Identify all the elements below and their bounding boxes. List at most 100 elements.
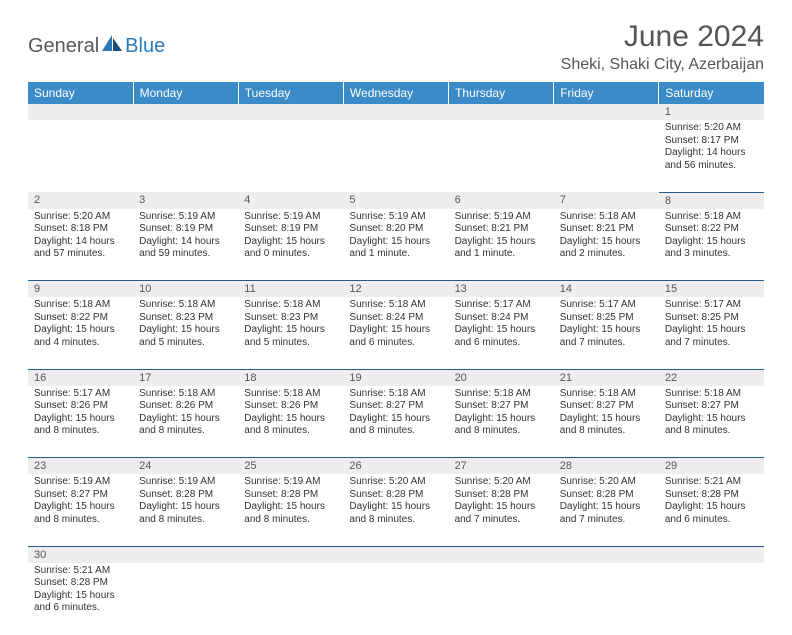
daylight-text: Daylight: 15 hours and 8 minutes. (560, 413, 653, 438)
daylight-text: Daylight: 15 hours and 8 minutes. (244, 413, 337, 438)
day-number-cell: 23 (28, 458, 133, 475)
day-content-cell: Sunrise: 5:18 AMSunset: 8:27 PMDaylight:… (449, 386, 554, 458)
day-content-cell (133, 120, 238, 192)
day-number-cell: 17 (133, 369, 238, 386)
day-content-cell (133, 563, 238, 635)
day-content-cell: Sunrise: 5:18 AMSunset: 8:21 PMDaylight:… (554, 209, 659, 281)
sunset-text: Sunset: 8:28 PM (139, 489, 232, 502)
sunrise-text: Sunrise: 5:20 AM (34, 211, 127, 224)
day-content-cell (343, 563, 448, 635)
day-content-cell: Sunrise: 5:17 AMSunset: 8:26 PMDaylight:… (28, 386, 133, 458)
daylight-text: Daylight: 15 hours and 7 minutes. (665, 324, 758, 349)
sunset-text: Sunset: 8:27 PM (34, 489, 127, 502)
day-number-cell: 19 (343, 369, 448, 386)
day-number-row: 9101112131415 (28, 281, 764, 298)
day-content-cell: Sunrise: 5:17 AMSunset: 8:25 PMDaylight:… (659, 297, 764, 369)
day-content-row: Sunrise: 5:20 AMSunset: 8:17 PMDaylight:… (28, 120, 764, 192)
location-text: Sheki, Shaki City, Azerbaijan (561, 56, 764, 74)
sunrise-text: Sunrise: 5:18 AM (139, 388, 232, 401)
day-content-cell: Sunrise: 5:18 AMSunset: 8:22 PMDaylight:… (28, 297, 133, 369)
sunrise-text: Sunrise: 5:18 AM (244, 299, 337, 312)
sunset-text: Sunset: 8:24 PM (349, 312, 442, 325)
sunrise-text: Sunrise: 5:17 AM (455, 299, 548, 312)
daylight-text: Daylight: 15 hours and 6 minutes. (34, 590, 127, 615)
day-content-row: Sunrise: 5:17 AMSunset: 8:26 PMDaylight:… (28, 386, 764, 458)
day-number-cell: 12 (343, 281, 448, 298)
sunrise-text: Sunrise: 5:19 AM (244, 211, 337, 224)
day-number-cell: 9 (28, 281, 133, 298)
daylight-text: Daylight: 15 hours and 8 minutes. (349, 501, 442, 526)
sunset-text: Sunset: 8:18 PM (34, 223, 127, 236)
day-content-cell (238, 120, 343, 192)
sunset-text: Sunset: 8:19 PM (244, 223, 337, 236)
day-number-cell: 7 (554, 192, 659, 209)
day-content-cell: Sunrise: 5:20 AMSunset: 8:28 PMDaylight:… (343, 474, 448, 546)
day-number-cell: 25 (238, 458, 343, 475)
day-number-cell: 11 (238, 281, 343, 298)
day-number-cell (343, 104, 448, 120)
day-content-cell: Sunrise: 5:18 AMSunset: 8:23 PMDaylight:… (133, 297, 238, 369)
day-number-row: 1 (28, 104, 764, 120)
weekday-header: Friday (554, 82, 659, 104)
day-content-cell: Sunrise: 5:21 AMSunset: 8:28 PMDaylight:… (28, 563, 133, 635)
sunset-text: Sunset: 8:26 PM (139, 400, 232, 413)
day-content-row: Sunrise: 5:20 AMSunset: 8:18 PMDaylight:… (28, 209, 764, 281)
day-content-cell: Sunrise: 5:18 AMSunset: 8:27 PMDaylight:… (554, 386, 659, 458)
sunrise-text: Sunrise: 5:19 AM (34, 476, 127, 489)
day-content-cell: Sunrise: 5:20 AMSunset: 8:18 PMDaylight:… (28, 209, 133, 281)
sunrise-text: Sunrise: 5:20 AM (665, 122, 758, 135)
day-number-cell (133, 546, 238, 563)
day-content-cell: Sunrise: 5:20 AMSunset: 8:28 PMDaylight:… (554, 474, 659, 546)
sunset-text: Sunset: 8:17 PM (665, 135, 758, 148)
day-number-cell: 13 (449, 281, 554, 298)
sunrise-text: Sunrise: 5:18 AM (244, 388, 337, 401)
daylight-text: Daylight: 15 hours and 1 minute. (349, 236, 442, 261)
sunrise-text: Sunrise: 5:19 AM (455, 211, 548, 224)
daylight-text: Daylight: 15 hours and 7 minutes. (455, 501, 548, 526)
day-number-cell (343, 546, 448, 563)
daylight-text: Daylight: 14 hours and 57 minutes. (34, 236, 127, 261)
sunset-text: Sunset: 8:28 PM (349, 489, 442, 502)
day-content-row: Sunrise: 5:21 AMSunset: 8:28 PMDaylight:… (28, 563, 764, 635)
sunrise-text: Sunrise: 5:20 AM (455, 476, 548, 489)
day-content-cell (238, 563, 343, 635)
day-number-cell: 6 (449, 192, 554, 209)
day-number-cell: 14 (554, 281, 659, 298)
daylight-text: Daylight: 15 hours and 8 minutes. (139, 501, 232, 526)
daylight-text: Daylight: 15 hours and 2 minutes. (560, 236, 653, 261)
day-number-row: 23242526272829 (28, 458, 764, 475)
sunrise-text: Sunrise: 5:18 AM (560, 211, 653, 224)
month-title: June 2024 (561, 20, 764, 54)
daylight-text: Daylight: 15 hours and 8 minutes. (34, 413, 127, 438)
day-content-cell: Sunrise: 5:19 AMSunset: 8:28 PMDaylight:… (238, 474, 343, 546)
day-content-cell: Sunrise: 5:18 AMSunset: 8:22 PMDaylight:… (659, 209, 764, 281)
day-number-cell (28, 104, 133, 120)
day-number-cell: 26 (343, 458, 448, 475)
day-content-cell: Sunrise: 5:18 AMSunset: 8:23 PMDaylight:… (238, 297, 343, 369)
sunrise-text: Sunrise: 5:18 AM (349, 388, 442, 401)
brand-part2: Blue (125, 35, 165, 58)
day-content-cell (659, 563, 764, 635)
sunrise-text: Sunrise: 5:18 AM (455, 388, 548, 401)
day-number-cell: 20 (449, 369, 554, 386)
day-content-row: Sunrise: 5:19 AMSunset: 8:27 PMDaylight:… (28, 474, 764, 546)
sunrise-text: Sunrise: 5:20 AM (349, 476, 442, 489)
daylight-text: Daylight: 15 hours and 0 minutes. (244, 236, 337, 261)
daylight-text: Daylight: 15 hours and 8 minutes. (455, 413, 548, 438)
day-number-cell (449, 546, 554, 563)
daylight-text: Daylight: 14 hours and 56 minutes. (665, 147, 758, 172)
daylight-text: Daylight: 15 hours and 5 minutes. (139, 324, 232, 349)
sunset-text: Sunset: 8:22 PM (34, 312, 127, 325)
day-number-cell: 28 (554, 458, 659, 475)
day-number-cell (554, 104, 659, 120)
day-content-cell: Sunrise: 5:18 AMSunset: 8:26 PMDaylight:… (238, 386, 343, 458)
sunset-text: Sunset: 8:28 PM (560, 489, 653, 502)
day-number-cell (238, 104, 343, 120)
daylight-text: Daylight: 15 hours and 8 minutes. (34, 501, 127, 526)
day-content-cell: Sunrise: 5:19 AMSunset: 8:27 PMDaylight:… (28, 474, 133, 546)
day-number-cell (659, 546, 764, 563)
daylight-text: Daylight: 15 hours and 8 minutes. (665, 413, 758, 438)
daylight-text: Daylight: 15 hours and 3 minutes. (665, 236, 758, 261)
sunrise-text: Sunrise: 5:18 AM (34, 299, 127, 312)
day-number-cell: 1 (659, 104, 764, 120)
